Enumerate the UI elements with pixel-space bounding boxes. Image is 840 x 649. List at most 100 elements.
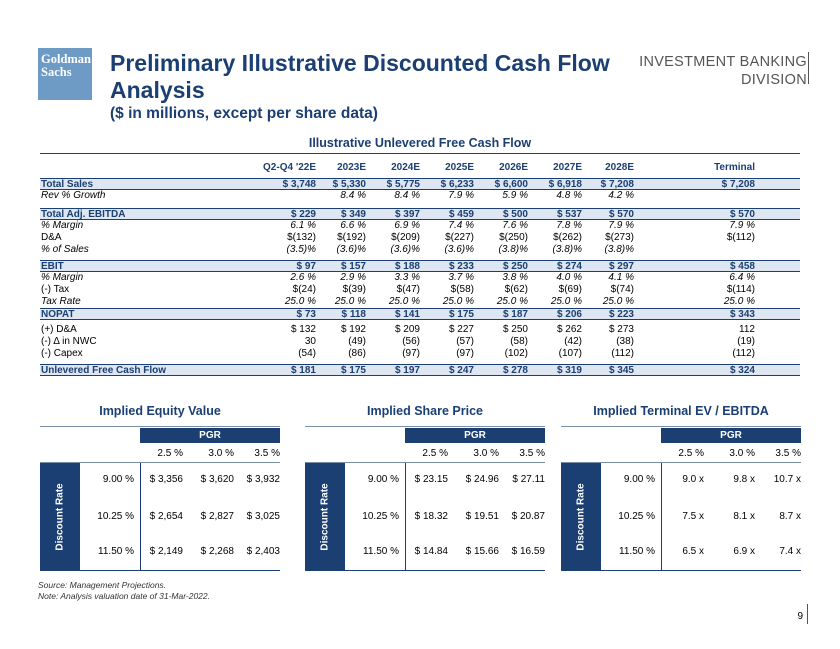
fcf-cell: (3.8)% (604, 244, 634, 255)
fcf-cell: $ 157 (340, 261, 366, 272)
sensitivity-cell: 9.8 x (733, 474, 755, 485)
fcf-cell: 6.6 % (340, 220, 366, 231)
fcf-cell: 4.2 % (608, 190, 634, 201)
sensitivity-divider (305, 462, 545, 463)
fcf-cell: $ 319 (556, 365, 582, 376)
pgr-value: 3.5 % (254, 448, 280, 459)
discount-rate-value: 10.25 % (97, 511, 134, 522)
discount-rate-value: 9.00 % (367, 474, 399, 485)
pgr-header: PGR (405, 428, 545, 443)
fcf-cell: (112) (611, 348, 634, 359)
page-number-divider (807, 604, 808, 624)
fcf-cell: $ 250 (502, 324, 528, 335)
fcf-cell: $ 274 (556, 261, 582, 272)
fcf-cell: $ 227 (448, 324, 474, 335)
fcf-row-label: % Margin (41, 272, 84, 283)
fcf-cell: $ 7,208 (600, 179, 634, 190)
fcf-cell: (102) (504, 348, 528, 359)
pgr-value: 3.0 % (208, 448, 234, 459)
fcf-cell: (86) (348, 348, 366, 359)
fcf-title: Illustrative Unlevered Free Cash Flow (308, 136, 532, 150)
fcf-cell: (97) (402, 348, 420, 359)
discount-rate-value: 10.25 % (618, 511, 655, 522)
fcf-cell: $ 5,330 (332, 179, 366, 190)
sensitivity-vline (661, 463, 662, 570)
sensitivity-bottom-rule (305, 570, 545, 571)
sensitivity-cell: $ 14.84 (414, 546, 448, 557)
sensitivity-cell: 6.9 x (733, 546, 755, 557)
fcf-cell: $ 262 (556, 324, 582, 335)
sensitivity-cell: $ 24.96 (465, 474, 499, 485)
pgr-value: 3.0 % (729, 448, 755, 459)
fcf-cell: $ 175 (340, 365, 366, 376)
fcf-row-label: % of Sales (41, 244, 89, 255)
discount-rate-label: Discount Rate (575, 482, 587, 551)
sensitivity-cell: $ 27.11 (512, 474, 545, 485)
discount-rate-label: Discount Rate (54, 482, 66, 551)
sensitivity-divider (40, 462, 280, 463)
logo-line-1: Goldman (41, 52, 92, 66)
fcf-cell: (54) (298, 348, 316, 359)
sensitivity-title: Implied Equity Value (99, 404, 221, 418)
fcf-cell: (97) (456, 348, 474, 359)
fcf-cell: 2.9 % (340, 272, 366, 283)
fcf-row: D&A $(132) $(192) $(209) $(227) $(250) $(262) $… (40, 232, 800, 244)
fcf-col-header: 2026E (499, 162, 528, 173)
fcf-cell: 3.3 % (394, 272, 420, 283)
fcf-cell: $(227) (445, 232, 474, 243)
fcf-cell: $ 206 (556, 309, 582, 320)
fcf-cell: (3.5)% (286, 244, 316, 255)
pgr-value: 3.5 % (519, 448, 545, 459)
fcf-row: EBIT $ 97 $ 157 $ 188 $ 233 $ 250 $ 274 $ 297 $ … (40, 260, 800, 272)
fcf-cell: (3.8)% (498, 244, 528, 255)
fcf-cell: 7.9 % (608, 220, 634, 231)
pgr-header: PGR (140, 428, 280, 443)
fcf-cell: $ 250 (502, 261, 528, 272)
fcf-cell: 3.8 % (502, 272, 528, 283)
division-label: INVESTMENT BANKING DIVISION (639, 53, 807, 89)
fcf-cell: $ 209 (394, 324, 420, 335)
sensitivity-rule (40, 426, 280, 427)
sensitivity-cell: $ 3,932 (246, 474, 280, 485)
fcf-cell: $ 223 (608, 309, 634, 320)
fcf-cell: $ 181 (290, 365, 316, 376)
fcf-cell: $ 118 (341, 309, 366, 320)
sensitivity-cell: $ 16.59 (511, 546, 545, 557)
fcf-cell: $ 273 (608, 324, 634, 335)
page-number: 9 (797, 611, 803, 622)
fcf-cell: $ 297 (608, 261, 634, 272)
fcf-cell: $ 97 (296, 261, 316, 272)
fcf-cell: (56) (402, 336, 420, 347)
fcf-row: % Margin 6.1 % 6.6 % 6.9 % 7.4 % 7.6 % 7.8 % 7.… (40, 220, 800, 232)
fcf-row-label: Tax Rate (41, 296, 81, 307)
sensitivity-vline (405, 463, 406, 570)
fcf-cell: $ 6,600 (494, 179, 528, 190)
fcf-cell: $ 229 (290, 209, 316, 220)
fcf-cell: $ 345 (608, 365, 634, 376)
discount-rate-value: 9.00 % (623, 474, 655, 485)
fcf-cell: 25.0 % (442, 296, 474, 307)
fcf-cell: $ 397 (394, 209, 420, 220)
sensitivity-cell: $ 15.66 (465, 546, 499, 557)
fcf-col-header: Q2-Q4 '22E (263, 162, 316, 173)
fcf-row: (-) Tax $(24) $(39) $(47) $(58) $(62) $(69) $(7… (40, 284, 800, 296)
fcf-col-header: 2028E (605, 162, 634, 173)
fcf-cell: $ 3,748 (282, 179, 316, 190)
sensitivity-cell: 7.4 x (779, 546, 801, 557)
fcf-row-label: Total Adj. EBITDA (41, 209, 126, 220)
fcf-cell: 7.9 % (448, 190, 474, 201)
fcf-cell: (3.6)% (336, 244, 366, 255)
fcf-col-header: 2025E (445, 162, 474, 173)
fcf-cell: 30 (304, 336, 316, 347)
fcf-cell: 7.4 % (448, 220, 474, 231)
fcf-cell: $ 73 (296, 309, 316, 320)
fcf-cell: $ 324 (729, 365, 755, 376)
fcf-cell: $ 192 (340, 324, 366, 335)
fcf-cell: $(262) (553, 232, 582, 243)
fcf-cell: 4.8 % (556, 190, 582, 201)
division-divider (808, 52, 809, 84)
fcf-cell: $(47) (396, 284, 420, 295)
fcf-cell: $ 5,775 (386, 179, 420, 190)
pgr-value: 2.5 % (678, 448, 704, 459)
sensitivity-title: Implied Share Price (366, 404, 484, 418)
